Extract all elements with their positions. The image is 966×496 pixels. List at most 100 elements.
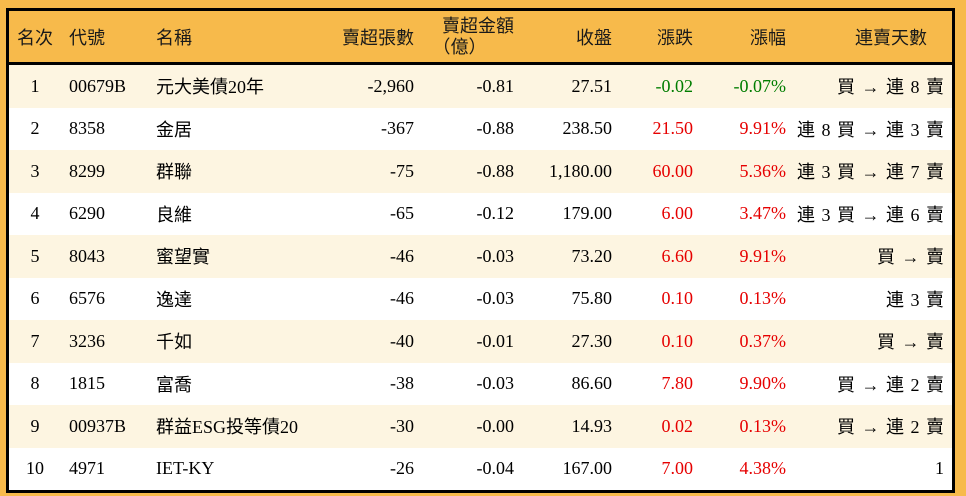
cell-name: 富喬 [156,374,192,395]
cell-sell-volume: -367 [381,118,414,139]
table-row: 10 4971 IET-KY -26 -0.04 167.00 7.00 4.3… [9,447,952,490]
stock-sell-rank-table: 名次 代號 名稱 賣超張數 賣超金額 （億） 收盤 漲跌 漲幅 連賣天數 1 00… [9,11,952,490]
cell-change-pct: 9.91% [739,245,787,266]
cell-code: 3236 [69,330,105,351]
cell-sell-amount: -0.81 [476,75,515,96]
cell-change-pct: 9.90% [739,373,787,394]
cell-close: 238.50 [562,118,613,139]
table-row: 9 00937B 群益ESG投等債20 -30 -0.00 14.93 0.02… [9,405,952,448]
cell-sell-amount: -0.04 [476,458,515,479]
cell-name: 逸達 [156,289,192,310]
cell-name: 千如 [156,332,192,353]
cell-code: 8043 [69,245,105,266]
header-row: 名次 代號 名稱 賣超張數 賣超金額 （億） 收盤 漲跌 漲幅 連賣天數 [9,11,952,65]
cell-sell-amount: -0.88 [476,160,515,181]
cell-sell-amount: -0.12 [476,203,515,224]
cell-code: 00679B [69,75,127,96]
table-row: 2 8358 金居 -367 -0.88 238.50 21.50 9.91% … [9,107,952,150]
cell-sell-amount: -0.01 [476,330,515,351]
cell-change: 6.60 [661,245,694,266]
cell-change-pct: -0.07% [733,75,787,96]
cell-close: 73.20 [571,245,613,266]
cell-sell-volume: -38 [390,373,414,394]
cell-close: 27.30 [571,330,613,351]
cell-close: 27.51 [571,75,613,96]
table-row: 8 1815 富喬 -38 -0.03 86.60 7.80 9.90% 買 →… [9,362,952,405]
cell-sell-volume: -46 [390,288,414,309]
cell-streak: 連 3 買 → 連 7 賣 [797,162,945,183]
cell-change-pct: 9.91% [739,118,787,139]
cell-sell-volume: -65 [390,203,414,224]
table-row: 5 8043 蜜望實 -46 -0.03 73.20 6.60 9.91% 買 … [9,235,952,278]
cell-code: 4971 [69,458,105,479]
cell-sell-volume: -26 [390,458,414,479]
header-sell-amount: 賣超金額 （億） [419,11,519,65]
cell-streak: 連 3 賣 [886,289,945,310]
cell-rank: 2 [30,118,40,139]
cell-change: 6.00 [661,203,694,224]
cell-sell-amount: -0.03 [476,373,515,394]
cell-change-pct: 3.47% [739,203,787,224]
table-row: 4 6290 良維 -65 -0.12 179.00 6.00 3.47% 連 … [9,192,952,235]
cell-change: 0.10 [661,330,694,351]
cell-sell-amount: -0.00 [476,415,515,436]
cell-rank: 10 [26,458,44,479]
cell-sell-amount: -0.03 [476,245,515,266]
cell-sell-volume: -2,960 [367,75,415,96]
table-body: 1 00679B 元大美債20年 -2,960 -0.81 27.51 -0.0… [9,63,952,490]
cell-code: 6576 [69,288,105,309]
table-row: 3 8299 群聯 -75 -0.88 1,180.00 60.00 5.36%… [9,150,952,193]
cell-rank: 4 [30,203,40,224]
table-header: 名次 代號 名稱 賣超張數 賣超金額 （億） 收盤 漲跌 漲幅 連賣天數 [9,11,952,65]
cell-streak: 買 → 賣 [877,247,945,268]
cell-close: 75.80 [571,288,613,309]
cell-rank: 6 [30,288,40,309]
cell-name: IET-KY [156,458,215,479]
cell-rank: 9 [30,415,40,436]
stock-sell-rank-table-frame: 名次 代號 名稱 賣超張數 賣超金額 （億） 收盤 漲跌 漲幅 連賣天數 1 00… [6,8,955,493]
cell-sell-amount: -0.88 [476,118,515,139]
cell-change-pct: 0.13% [739,288,787,309]
cell-change: 60.00 [652,160,694,181]
cell-change: 0.02 [661,415,694,436]
cell-code: 8358 [69,118,105,139]
cell-streak: 買 → 連 2 賣 [837,374,945,395]
cell-streak: 買 → 賣 [877,332,945,353]
cell-close: 14.93 [571,415,613,436]
header-name: 名稱 [151,11,331,65]
cell-change-pct: 4.38% [739,458,787,479]
cell-streak: 連 3 買 → 連 6 賣 [797,204,945,225]
cell-name: 蜜望實 [156,247,210,268]
cell-change: 7.80 [661,373,694,394]
cell-name: 群聯 [156,162,192,183]
cell-close: 167.00 [562,458,613,479]
header-streak: 連賣天數 [791,11,952,65]
cell-change-pct: 0.37% [739,330,787,351]
cell-code: 1815 [69,373,105,394]
table-row: 1 00679B 元大美債20年 -2,960 -0.81 27.51 -0.0… [9,63,952,108]
cell-name: 群益ESG投等債20 [156,417,299,438]
header-change: 漲跌 [617,11,698,65]
header-change-pct: 漲幅 [698,11,791,65]
cell-sell-volume: -46 [390,245,414,266]
cell-streak: 連 8 買 → 連 3 賣 [797,119,945,140]
header-sell-volume: 賣超張數 [331,11,419,65]
cell-name: 元大美債20年 [156,77,264,98]
cell-rank: 5 [30,245,40,266]
table-row: 7 3236 千如 -40 -0.01 27.30 0.10 0.37% 買 →… [9,320,952,363]
cell-rank: 7 [30,330,40,351]
cell-sell-volume: -30 [390,415,414,436]
cell-sell-volume: -40 [390,330,414,351]
header-sell-amount-line2: （億） [432,36,487,57]
cell-code: 6290 [69,203,105,224]
cell-change: -0.02 [655,75,694,96]
cell-close: 86.60 [571,373,613,394]
cell-change: 0.10 [661,288,694,309]
cell-streak: 買 → 連 8 賣 [837,77,945,98]
cell-rank: 8 [30,373,40,394]
header-code: 代號 [61,11,151,65]
cell-name: 良維 [156,204,192,225]
table-row: 6 6576 逸達 -46 -0.03 75.80 0.10 0.13% 連 3… [9,277,952,320]
cell-name: 金居 [156,119,192,140]
cell-change: 21.50 [652,118,694,139]
